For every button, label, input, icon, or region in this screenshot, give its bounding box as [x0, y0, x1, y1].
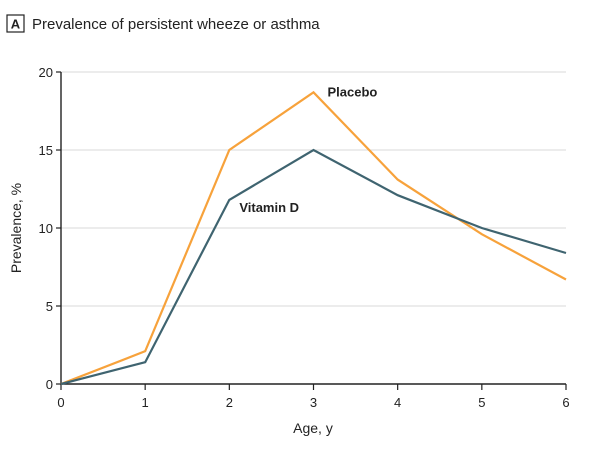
series-line-vitamin-d — [60, 148, 567, 386]
series-labels: Placebo Vitamin D — [239, 84, 377, 215]
x-tick-label: 4 — [394, 395, 401, 410]
y-tick-label: 5 — [46, 299, 53, 314]
y-tick-label: 15 — [39, 143, 53, 158]
chart-title: Prevalence of persistent wheeze or asthm… — [32, 16, 320, 33]
grid-lines — [61, 71, 566, 307]
panel-label: A — [11, 17, 21, 32]
data-series — [60, 90, 567, 386]
y-tick-label: 0 — [46, 377, 53, 392]
series-line-placebo — [60, 90, 567, 386]
series-label-vitamin-d: Vitamin D — [239, 200, 299, 215]
y-tick-label: 10 — [39, 221, 53, 236]
y-axis-label: Prevalence, % — [8, 183, 24, 273]
y-tick-label: 20 — [39, 65, 53, 80]
x-tick-label: 2 — [226, 395, 233, 410]
x-tick-label: 0 — [57, 395, 64, 410]
x-tick-label: 3 — [310, 395, 317, 410]
x-tick-label: 1 — [142, 395, 149, 410]
x-tick-label: 5 — [478, 395, 485, 410]
x-tick-label: 6 — [562, 395, 569, 410]
chart-header: A Prevalence of persistent wheeze or ast… — [6, 14, 320, 33]
series-label-placebo: Placebo — [328, 84, 378, 99]
panel-label-box — [6, 14, 25, 33]
axes: 0 5 10 15 20 0 1 2 3 4 5 6 — [39, 65, 570, 410]
x-axis-label: Age, y — [293, 420, 333, 436]
